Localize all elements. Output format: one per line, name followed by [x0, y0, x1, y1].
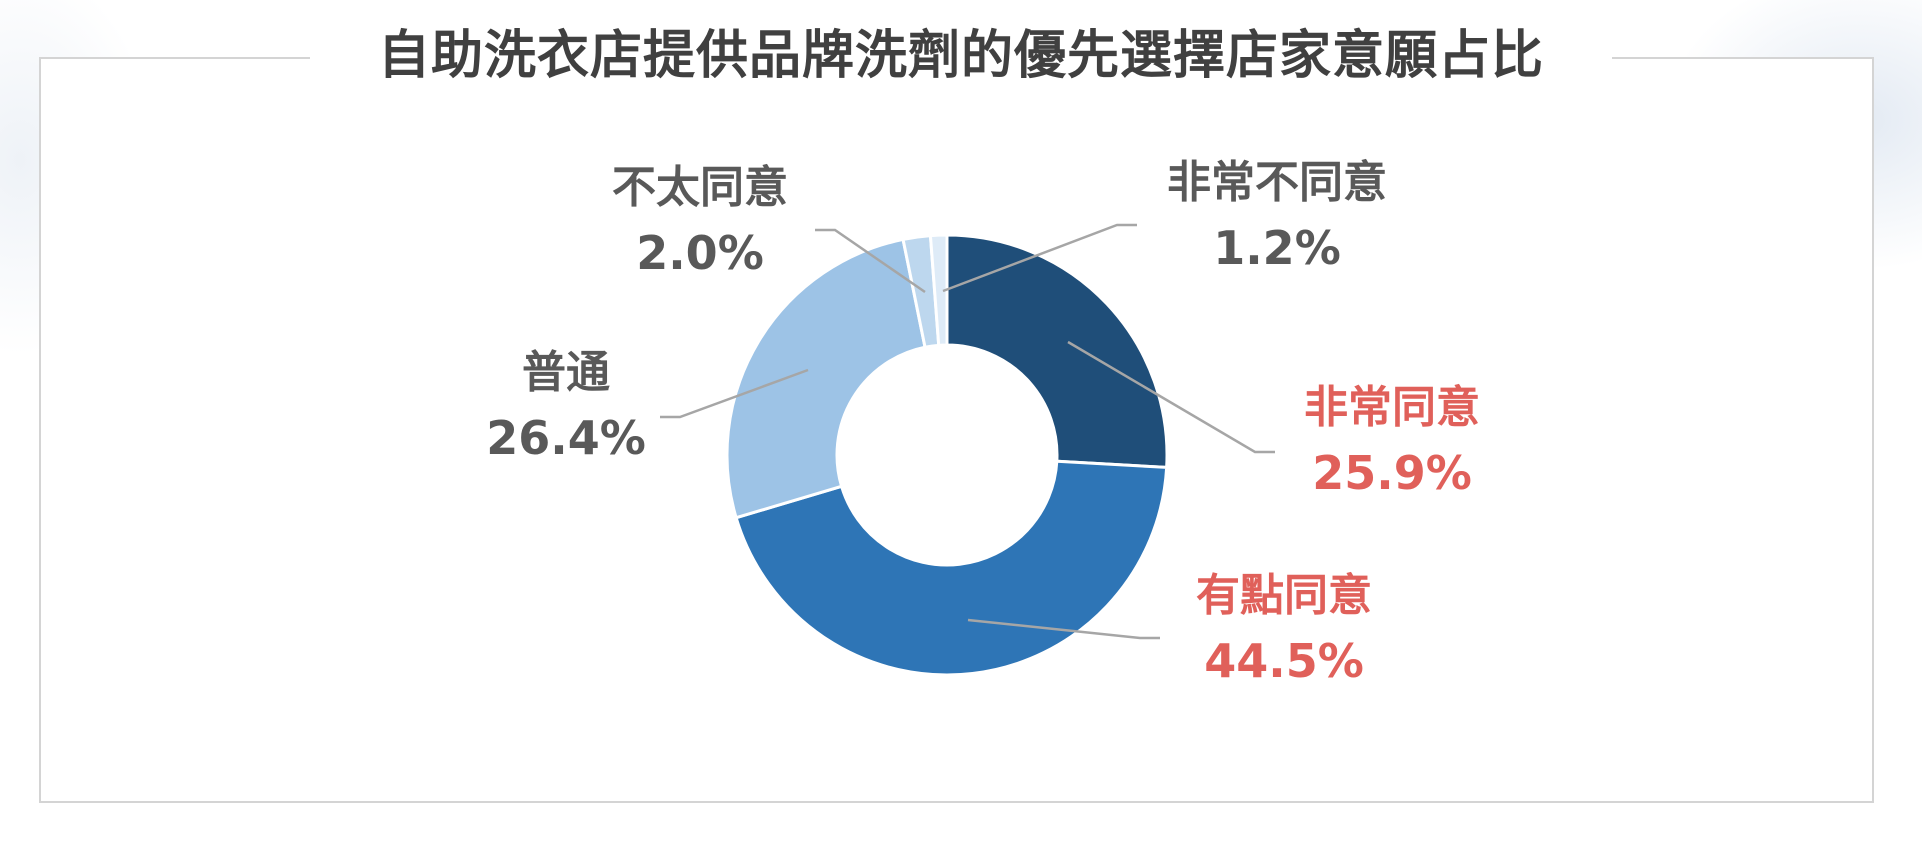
slice-name-somewhat-agree: 有點同意	[1196, 570, 1372, 621]
data-label-somewhat-disagree: 不太同意 2.0%	[570, 160, 830, 282]
leader-line-somewhat-disagree	[815, 228, 926, 294]
chart-frame	[39, 57, 1874, 803]
data-label-somewhat-agree: 有點同意 44.5%	[1154, 568, 1414, 690]
leader-line-somewhat-agree	[967, 618, 1160, 640]
slice-value-somewhat-disagree: 2.0%	[636, 226, 764, 280]
donut-slices	[725, 233, 1169, 677]
slice-very-agree	[945, 233, 1169, 470]
data-label-very-disagree: 非常不同意 1.2%	[1147, 155, 1407, 277]
slice-value-very-disagree: 1.2%	[1213, 221, 1341, 275]
data-label-neutral: 普通 26.4%	[436, 345, 696, 467]
chart-title: 自助洗衣店提供品牌洗劑的優先選擇店家意願占比	[310, 20, 1612, 92]
slice-name-neutral: 普通	[522, 347, 610, 398]
slice-value-neutral: 26.4%	[486, 411, 646, 465]
slice-name-very-agree: 非常同意	[1304, 382, 1480, 433]
slice-name-very-disagree: 非常不同意	[1167, 157, 1387, 208]
data-label-very-agree: 非常同意 25.9%	[1262, 380, 1522, 502]
slice-value-very-agree: 25.9%	[1312, 446, 1472, 500]
slice-name-somewhat-disagree: 不太同意	[612, 162, 788, 213]
leader-lines	[660, 223, 1275, 640]
slice-neutral	[725, 237, 927, 520]
slice-very-disagree	[928, 233, 949, 347]
slice-somewhat-agree	[734, 459, 1169, 677]
leader-line-very-agree	[1067, 340, 1275, 454]
leader-line-neutral	[660, 368, 809, 419]
slice-value-somewhat-agree: 44.5%	[1204, 634, 1364, 688]
leader-line-very-disagree	[942, 223, 1137, 293]
